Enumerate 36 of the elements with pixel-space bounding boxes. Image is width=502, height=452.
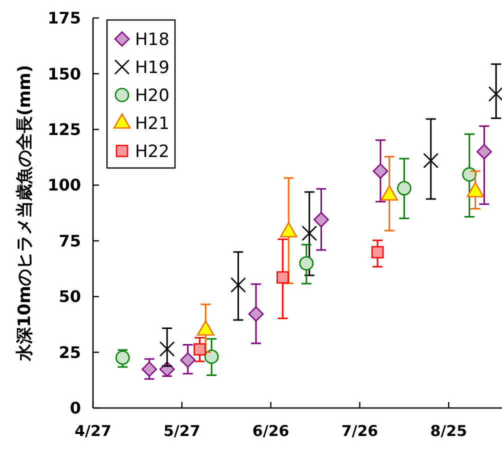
point (476, 144, 492, 160)
y-tick-label: 175 (48, 8, 81, 28)
legend-label: H18 (135, 30, 170, 50)
y-axis-title: 水深10mのヒラメ当歳魚の全長(mm) (14, 64, 35, 362)
y-tick-label: 150 (48, 64, 81, 84)
legend-label: H21 (135, 114, 170, 134)
x-tick-label: 7/26 (341, 422, 378, 440)
point (299, 256, 314, 271)
legend-label: H22 (135, 142, 170, 162)
legend-label: H20 (135, 86, 170, 106)
point (372, 163, 388, 179)
x-tick-label: 5/27 (164, 422, 200, 440)
y-tick-label: 100 (48, 176, 81, 195)
point (276, 271, 289, 284)
x-tick-label: 4/27 (74, 422, 112, 440)
legend-label: H19 (135, 58, 170, 78)
point (159, 341, 175, 357)
point (302, 226, 318, 241)
point (314, 212, 329, 228)
y-tick-label: 125 (48, 120, 81, 140)
point (397, 181, 412, 196)
point (194, 343, 206, 356)
point (423, 152, 439, 168)
x-tick-label: 6/26 (252, 422, 290, 440)
point (142, 362, 157, 377)
point (204, 350, 219, 364)
point (115, 350, 130, 365)
point (230, 277, 246, 293)
point (248, 306, 264, 322)
point (180, 352, 196, 368)
y-tick-label: 50 (58, 287, 81, 306)
y-tick-label: 25 (58, 342, 81, 362)
x-tick-label: 8/25 (430, 422, 468, 440)
y-tick-label: 75 (58, 231, 81, 250)
y-tick-label: 0 (70, 398, 81, 418)
point (371, 246, 384, 258)
